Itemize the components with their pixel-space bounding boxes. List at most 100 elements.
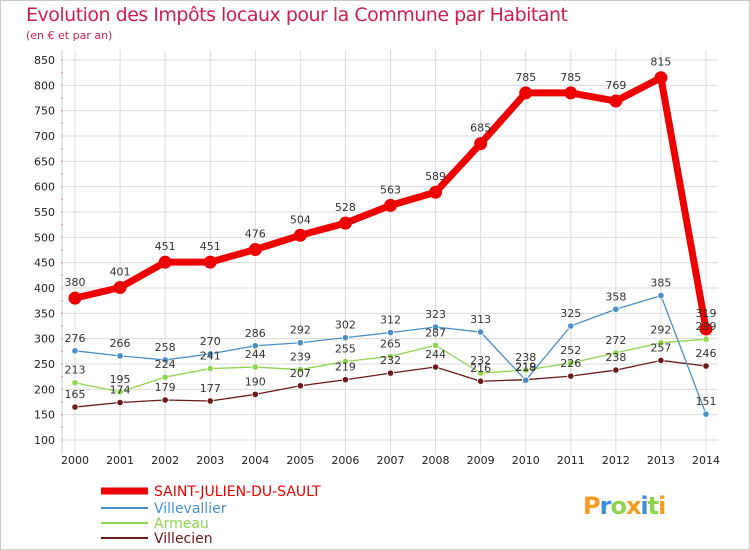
y-tick-label: 600 (34, 181, 55, 194)
data-label: 216 (470, 362, 491, 375)
data-label: 287 (425, 326, 446, 339)
y-tick-label: 400 (34, 282, 55, 295)
x-tick-label: 2010 (512, 454, 540, 467)
data-label: 266 (110, 337, 131, 350)
data-point (71, 379, 79, 387)
data-label: 401 (110, 265, 131, 278)
data-point (206, 364, 214, 373)
data-point (158, 255, 172, 269)
data-label: 302 (335, 319, 356, 332)
data-label: 165 (65, 388, 86, 401)
data-label: 270 (200, 335, 221, 348)
logo-letter: t (647, 492, 660, 520)
data-point (386, 352, 395, 360)
data-label: 815 (650, 56, 671, 69)
data-label: 312 (380, 314, 401, 327)
data-label: 258 (155, 341, 176, 354)
data-point (522, 376, 530, 384)
x-tick-label: 2013 (647, 454, 675, 467)
data-label: 219 (515, 361, 536, 374)
data-point (161, 373, 169, 381)
data-labels: 380 401 451 451 476 504 528 563 589 685 785 785 769 8… (65, 56, 717, 408)
x-tick-label: 2006 (331, 454, 359, 467)
data-label: 451 (155, 240, 176, 253)
data-label: 313 (470, 313, 491, 326)
data-label: 380 (65, 276, 86, 289)
y-tick-label: 700 (34, 130, 55, 143)
legend: SAINT-JULIEN-DU-SAULTVillevallierArmeauV… (101, 484, 321, 547)
x-tick-label: 2004 (241, 454, 269, 467)
data-label: 286 (245, 327, 266, 340)
data-point (116, 352, 124, 360)
data-label: 195 (110, 373, 131, 386)
logo-letter: i (658, 492, 666, 520)
data-label: 224 (155, 358, 176, 371)
chart-title: Evolution des Impôts locaux pour la Comm… (26, 4, 568, 26)
data-label: 589 (425, 170, 446, 183)
data-label: 785 (515, 71, 536, 84)
legend-entry: Armeau (154, 516, 209, 532)
y-tick-label: 300 (34, 333, 55, 346)
data-point (161, 396, 169, 404)
data-point (519, 86, 533, 100)
data-label: 252 (560, 344, 581, 357)
data-point (296, 339, 304, 347)
grid-lines (65, 50, 718, 455)
data-label: 451 (200, 240, 221, 253)
data-point (341, 376, 350, 384)
data-label: 257 (650, 341, 671, 354)
y-tick-label: 350 (34, 307, 55, 320)
data-label: 292 (650, 324, 671, 337)
data-label: 385 (650, 277, 671, 290)
x-tick-label: 2000 (61, 454, 89, 467)
data-point (431, 363, 440, 371)
y-tick-label: 650 (34, 155, 55, 168)
chart-subtitle: (en € et par an) (26, 29, 113, 42)
data-point (251, 363, 259, 371)
logo-letter: r (599, 492, 612, 520)
y-tick-label: 250 (34, 358, 55, 371)
data-point (657, 291, 665, 300)
data-point (609, 94, 623, 108)
x-tick-label: 2003 (196, 454, 224, 467)
data-point (384, 198, 397, 212)
x-tick-label: 2001 (106, 454, 134, 467)
x-tick-label: 2009 (467, 454, 495, 467)
data-label: 255 (335, 342, 356, 355)
data-label: 246 (696, 347, 717, 360)
data-point (206, 397, 214, 405)
data-point (386, 328, 395, 337)
data-point (477, 328, 485, 336)
data-label: 174 (110, 384, 131, 397)
data-point (699, 322, 713, 336)
data-label: 325 (560, 307, 581, 320)
data-point (338, 216, 352, 230)
data-label: 785 (560, 71, 581, 84)
data-point (296, 365, 304, 374)
data-point (116, 398, 124, 407)
data-point (477, 369, 485, 377)
data-label: 151 (696, 395, 717, 408)
axes: 100 150 200 250 300 350 400 450 500 550 600 650 700 7… (34, 50, 720, 467)
x-tick-label: 2014 (692, 454, 720, 467)
data-label: 504 (290, 213, 311, 226)
data-point (68, 291, 82, 305)
data-point (296, 382, 304, 390)
data-label: 190 (245, 375, 266, 388)
x-tick-label: 2007 (377, 454, 405, 467)
data-label: 232 (380, 354, 401, 367)
data-point (429, 185, 443, 199)
x-tick-label: 2005 (286, 454, 314, 467)
data-label: 323 (425, 308, 446, 321)
proxiti-logo: Proxiti (583, 492, 666, 520)
logo-letter: P (583, 492, 601, 520)
data-point (612, 349, 620, 357)
y-tick-label: 450 (34, 257, 55, 270)
y-tick-label: 750 (34, 105, 55, 118)
data-label: 299 (696, 320, 717, 333)
x-tick-label: 2008 (422, 454, 450, 467)
data-point (702, 410, 710, 418)
y-tick-label: 150 (34, 409, 55, 422)
